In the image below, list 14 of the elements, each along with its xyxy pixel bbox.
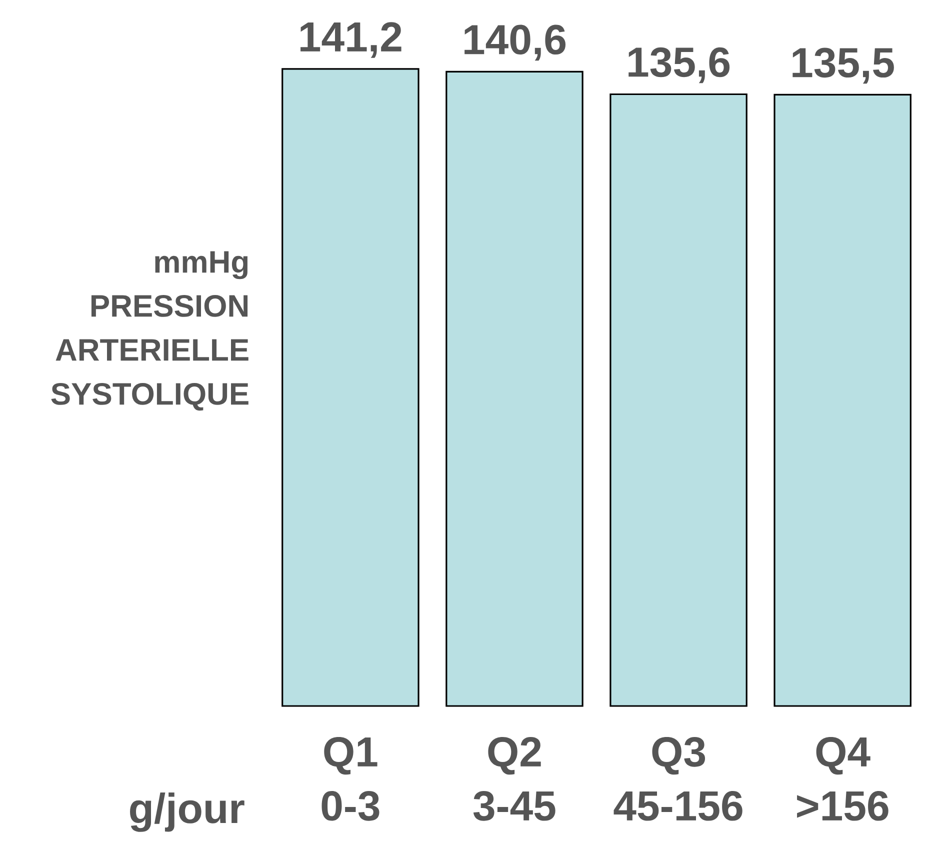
data-label: 135,5 (792, 48, 894, 84)
bar (774, 94, 912, 707)
x-tick-label: Q3 45-156 (614, 737, 742, 821)
y-axis-title: mmHg PRESSION ARTERIELLE SYSTOLIQUE (51, 251, 248, 411)
x-tick-label: Q2 3-45 (473, 737, 556, 821)
data-label: 140,6 (464, 24, 566, 61)
bar (446, 70, 584, 707)
bar (282, 68, 420, 707)
data-label: 141,2 (300, 22, 402, 58)
x-tick-label: Q1 0-3 (322, 737, 380, 821)
x-tick-label: Q4 >156 (797, 737, 888, 821)
bar (610, 93, 748, 707)
x-axis-title: g/jour (130, 792, 244, 832)
data-label: 135,6 (628, 47, 730, 84)
